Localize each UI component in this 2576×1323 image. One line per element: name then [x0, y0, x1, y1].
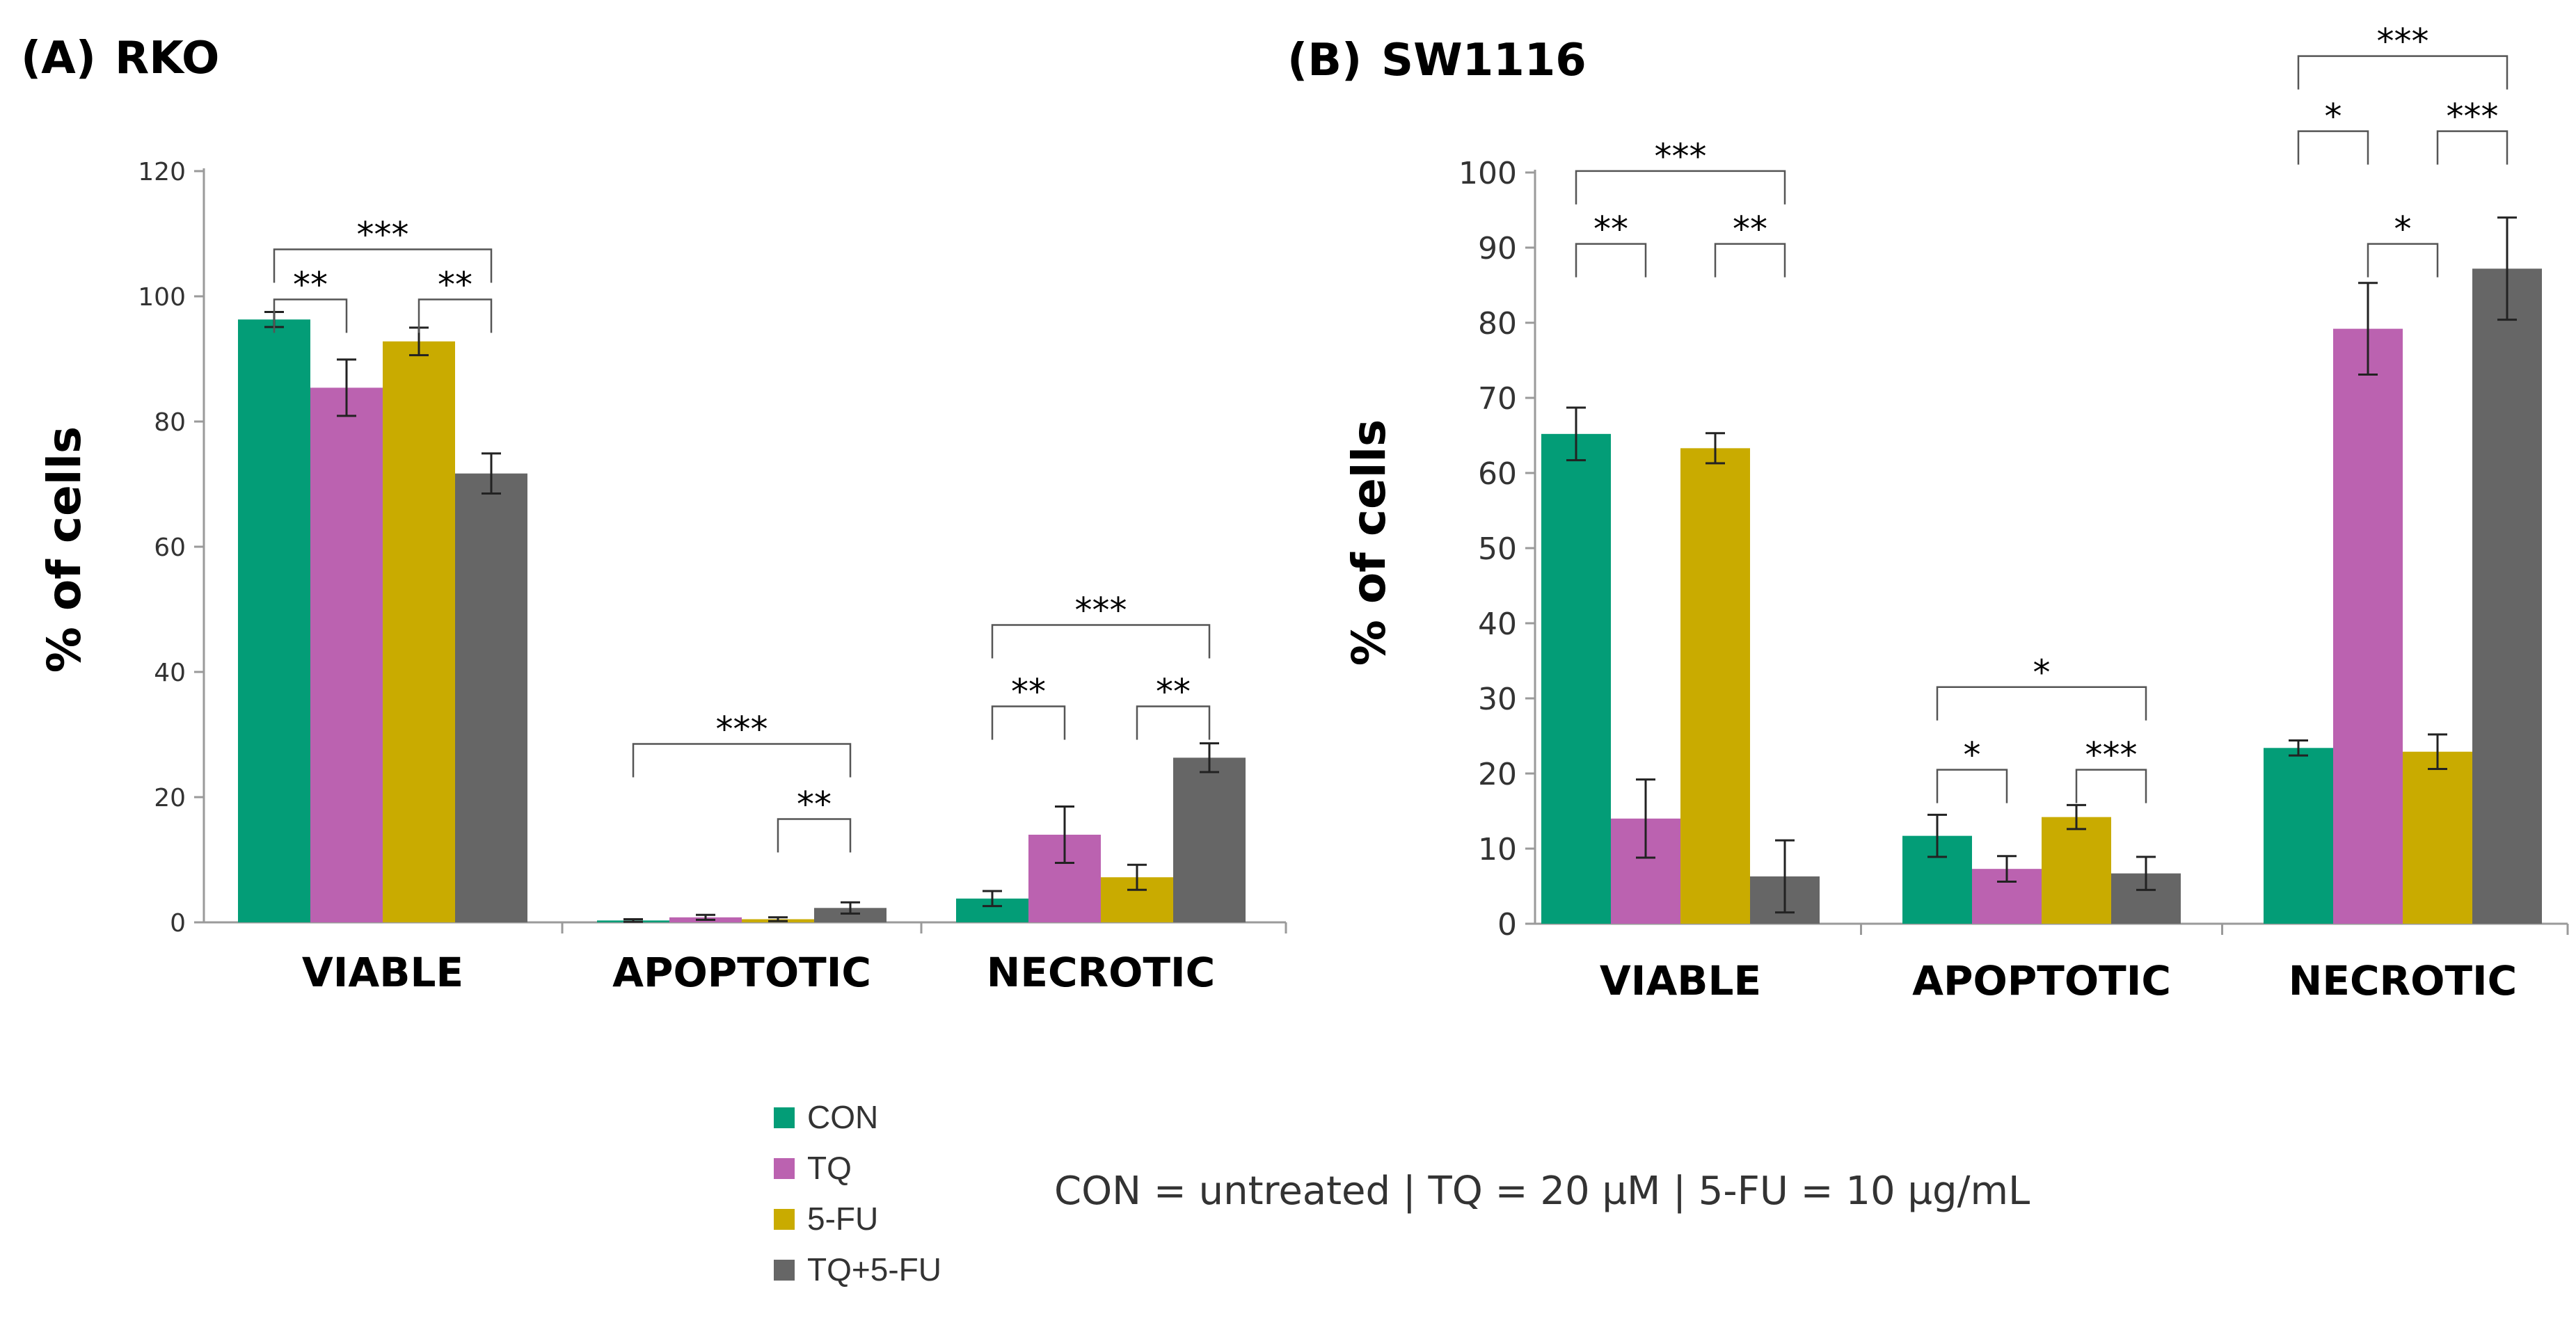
treatment-note: CON = untreated | TQ = 20 µM | 5-FU = 10…	[1054, 1169, 2030, 1214]
p1-significance-label-1: ***	[357, 215, 409, 255]
p1-bar-tq-plus-5-fu-viable	[455, 473, 527, 922]
p1-significance-bracket-7	[991, 705, 1066, 740]
p2-significance-label-5: *	[1964, 735, 1981, 776]
p2-significance-bracket-2	[1575, 243, 1647, 278]
legend-swatch-5-fu	[774, 1209, 795, 1230]
p2-significance-bracket-8	[2297, 130, 2369, 165]
p1-chart-title: RKO	[115, 33, 219, 84]
p1-significance-bracket-5	[777, 818, 852, 853]
p2-y-tick-label: 30	[1478, 682, 1517, 717]
p2-bar-con-viable	[1541, 433, 1611, 924]
p1-significance-label-8: **	[1156, 672, 1191, 712]
p2-significance-bracket-10	[2367, 243, 2439, 278]
p2-x-tick-label-necrotic: NECROTIC	[2289, 957, 2517, 1004]
p2-bar-tq-necrotic	[2333, 328, 2403, 924]
p1-x-tick-label-viable: VIABLE	[302, 949, 463, 996]
p2-y-tick-label: 40	[1478, 607, 1517, 642]
p1-significance-label-7: **	[1011, 672, 1046, 712]
p1-significance-bracket-4	[632, 743, 852, 778]
p2-y-tick-label: 100	[1458, 156, 1517, 191]
p2-significance-label-4: *	[2033, 652, 2051, 693]
legend-swatch-tq	[774, 1158, 795, 1179]
p2-significance-label-3: **	[1733, 209, 1767, 250]
p1-y-tick-label: 60	[154, 534, 186, 562]
p1-x-tick-label-apoptotic: APOPTOTIC	[612, 949, 871, 996]
legend-label-con: CON	[807, 1099, 878, 1135]
p2-significance-bracket-6	[2075, 769, 2147, 803]
p1-y-tick-label: 100	[138, 283, 186, 312]
legend-swatch-tq-plus-5-fu	[774, 1260, 795, 1281]
legend-label-tq-plus-5-fu: TQ+5-FU	[807, 1251, 941, 1288]
p2-y-tick-label: 80	[1478, 306, 1517, 342]
legend-label-tq: TQ	[807, 1150, 852, 1186]
p2-significance-bracket-4	[1936, 686, 2147, 721]
p1-bar-con-viable	[238, 319, 310, 922]
p1-bar-tq-viable	[310, 387, 383, 922]
legend-swatch-con	[774, 1107, 795, 1128]
p2-x-tick-label-apoptotic: APOPTOTIC	[1912, 957, 2171, 1004]
p1-y-tick-label: 0	[170, 909, 186, 938]
p2-y-tick-label: 60	[1478, 456, 1517, 492]
p1-significance-label-3: **	[438, 265, 472, 305]
p2-bar-5-fu-viable	[1680, 448, 1750, 924]
p2-y-axis-label: % of cells	[1342, 419, 1396, 666]
p1-bar-5-fu-viable	[383, 341, 455, 922]
p1-y-tick-label: 80	[154, 408, 186, 437]
p2-y-tick-label: 0	[1497, 907, 1517, 943]
p1-significance-label-5: **	[797, 785, 832, 825]
p1-significance-bracket-3	[418, 298, 493, 333]
p2-significance-label-9: ***	[2447, 97, 2499, 137]
p1-x-tick-label-necrotic: NECROTIC	[987, 949, 1215, 996]
p2-significance-bracket-1	[1575, 170, 1786, 205]
p2-bar-5-fu-necrotic	[2403, 751, 2472, 924]
p2-significance-label-1: ***	[1655, 136, 1707, 177]
p1-significance-bracket-1	[273, 248, 493, 283]
p2-panel-label: (B)	[1287, 35, 1362, 86]
p2-significance-bracket-5	[1936, 769, 2008, 803]
p1-y-axis-label: % of cells	[38, 426, 91, 673]
p2-significance-bracket-7	[2297, 55, 2509, 90]
p2-significance-label-10: *	[2394, 209, 2412, 250]
p1-significance-label-4: ***	[716, 709, 768, 750]
p1-bar-tq-plus-5-fu-apoptotic	[814, 908, 887, 922]
p2-significance-bracket-3	[1714, 243, 1786, 278]
p1-y-tick-label: 20	[154, 784, 186, 812]
p1-y-tick-label: 120	[138, 158, 186, 186]
p1-significance-bracket-8	[1136, 705, 1211, 740]
p2-chart-title: SW1116	[1381, 35, 1587, 86]
p2-significance-label-8: *	[2325, 97, 2342, 137]
p2-y-tick-label: 10	[1478, 832, 1517, 867]
p2-significance-bracket-9	[2436, 130, 2509, 165]
p2-y-tick-label: 20	[1478, 757, 1517, 792]
p2-significance-label-6: ***	[2085, 735, 2138, 776]
p1-y-tick-label: 40	[154, 659, 186, 687]
p2-bar-con-necrotic	[2264, 748, 2333, 924]
p2-bar-tq-plus-5-fu-necrotic	[2472, 268, 2542, 924]
p2-y-tick-label: 90	[1478, 231, 1517, 266]
p2-significance-label-2: **	[1593, 209, 1628, 250]
p1-significance-bracket-2	[273, 298, 348, 333]
p2-y-tick-label: 70	[1478, 381, 1517, 417]
p2-bar-5-fu-apoptotic	[2042, 817, 2111, 924]
p2-x-tick-label-viable: VIABLE	[1600, 957, 1761, 1004]
p1-significance-label-2: **	[293, 265, 328, 305]
p1-panel-label: (A)	[21, 33, 96, 84]
p1-bar-tq-plus-5-fu-necrotic	[1173, 757, 1246, 922]
p1-significance-label-6: ***	[1075, 591, 1127, 631]
legend-label-5-fu: 5-FU	[807, 1201, 878, 1237]
p2-significance-label-7: ***	[2377, 22, 2429, 62]
p1-significance-bracket-6	[991, 624, 1211, 659]
p2-y-tick-label: 50	[1478, 531, 1517, 567]
